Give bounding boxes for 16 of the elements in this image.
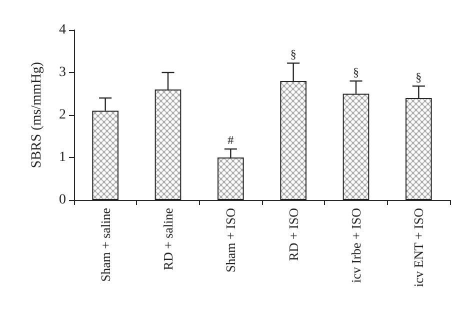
annotation: § bbox=[353, 65, 359, 79]
y-axis-title: SBRS (ms/mmHg) bbox=[30, 62, 44, 168]
x-tick-label: Sham + saline bbox=[98, 208, 113, 282]
annotation: § bbox=[290, 47, 296, 62]
y-tick-label: 4 bbox=[59, 22, 66, 38]
y-tick-label: 3 bbox=[59, 65, 66, 80]
x-tick-label: icv ENT + ISO bbox=[411, 208, 426, 287]
x-tick-label: icv Irbe + ISO bbox=[348, 208, 364, 283]
y-tick-label: 0 bbox=[59, 192, 66, 208]
y-tick-label: 1 bbox=[59, 150, 66, 165]
x-tick-label: RD + ISO bbox=[286, 208, 301, 261]
x-tick-label: Sham + ISO bbox=[223, 208, 238, 272]
x-tick-label: RD + saline bbox=[160, 208, 176, 270]
annotation: # bbox=[228, 133, 234, 147]
annotation: § bbox=[416, 70, 422, 84]
y-tick-label: 2 bbox=[59, 108, 66, 122]
